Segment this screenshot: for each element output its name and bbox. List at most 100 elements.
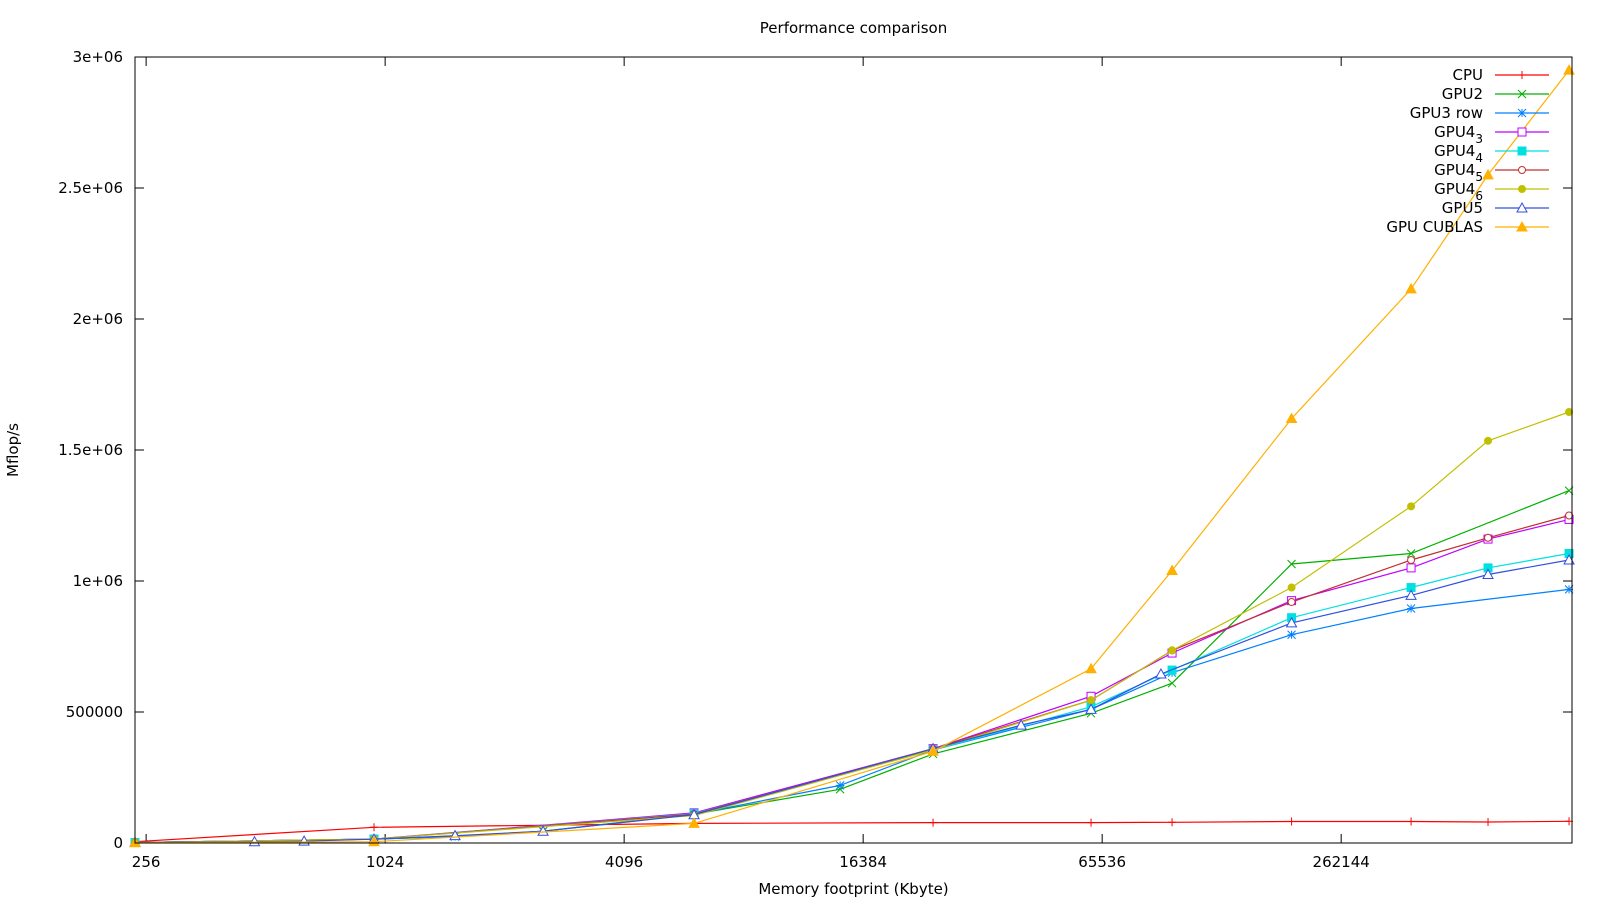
series-4 bbox=[130, 548, 1574, 847]
data-point bbox=[1406, 549, 1416, 558]
data-point bbox=[1287, 583, 1296, 592]
legend-marker bbox=[1518, 166, 1526, 174]
legend-marker bbox=[1516, 220, 1528, 232]
data-point bbox=[1564, 585, 1574, 594]
legend-series-name: GPU2 bbox=[1442, 85, 1483, 103]
x-tick-label: 65536 bbox=[1078, 853, 1126, 871]
data-point bbox=[1484, 533, 1493, 542]
legend-label: GPU CUBLAS bbox=[1386, 218, 1483, 236]
series-line bbox=[134, 588, 1570, 844]
legend-series-name: GPU3 row bbox=[1410, 104, 1483, 122]
data-point bbox=[1285, 616, 1298, 628]
legend-label: GPU45 bbox=[1434, 161, 1483, 184]
data-point bbox=[370, 823, 379, 832]
data-point bbox=[1406, 563, 1416, 573]
y-tick-label: 500000 bbox=[66, 703, 123, 721]
series-line bbox=[134, 514, 1570, 844]
data-point bbox=[1287, 597, 1296, 606]
x-tick-label: 256 bbox=[132, 853, 161, 871]
legend-series-name: CPU bbox=[1453, 66, 1484, 84]
series-3 bbox=[130, 514, 1574, 847]
data-point bbox=[688, 817, 700, 828]
x-axis-label: Memory footprint (Kbyte) bbox=[758, 880, 948, 898]
series-line bbox=[134, 820, 1570, 843]
data-point bbox=[1484, 436, 1493, 445]
plot-frame bbox=[134, 56, 1573, 844]
data-point bbox=[1565, 408, 1574, 417]
legend-label: GPU46 bbox=[1434, 180, 1483, 203]
legend-series-name: GPU4 bbox=[1434, 161, 1475, 179]
data-point bbox=[537, 825, 549, 836]
y-tick-label: 1.5e+06 bbox=[58, 441, 123, 459]
legend-entry: CPU bbox=[1453, 66, 1549, 84]
legend-marker bbox=[1516, 201, 1528, 213]
series-5 bbox=[131, 511, 1574, 847]
legend-entry: GPU5 bbox=[1442, 199, 1549, 217]
series-line bbox=[134, 552, 1570, 844]
data-point bbox=[1407, 556, 1416, 565]
legend-label: GPU5 bbox=[1442, 199, 1483, 217]
legend-entry: GPU45 bbox=[1434, 161, 1549, 184]
data-point bbox=[1287, 559, 1296, 569]
data-point bbox=[835, 781, 845, 790]
y-tick-label: 0 bbox=[113, 834, 123, 852]
data-point bbox=[1405, 282, 1417, 294]
data-point bbox=[1407, 502, 1416, 511]
data-point bbox=[1482, 568, 1494, 579]
legend-series-name: GPU4 bbox=[1434, 142, 1475, 160]
data-point bbox=[927, 745, 939, 756]
legend-series-subscript: 6 bbox=[1475, 189, 1483, 203]
data-point bbox=[1565, 511, 1574, 520]
legend-label: GPU2 bbox=[1442, 85, 1483, 103]
series-line bbox=[134, 490, 1570, 844]
data-point bbox=[1168, 818, 1177, 827]
data-point bbox=[1155, 667, 1167, 679]
series-1 bbox=[130, 486, 1574, 847]
legend-label: GPU3 row bbox=[1410, 104, 1483, 122]
legend-label: GPU43 bbox=[1434, 123, 1483, 146]
data-point bbox=[1563, 64, 1575, 75]
legend-series-name: GPU4 bbox=[1434, 123, 1475, 141]
data-point bbox=[1287, 630, 1296, 640]
legend-entry: GPU43 bbox=[1434, 123, 1549, 146]
series-line bbox=[134, 518, 1570, 844]
series-7 bbox=[129, 554, 1575, 847]
legend-marker bbox=[1518, 71, 1526, 79]
x-tick-label: 16384 bbox=[839, 853, 887, 871]
data-point bbox=[1167, 678, 1177, 688]
legend-marker bbox=[1517, 108, 1527, 118]
data-point bbox=[1287, 817, 1296, 826]
y-tick-label: 2.5e+06 bbox=[58, 179, 123, 197]
data-point bbox=[1407, 817, 1416, 826]
series-8 bbox=[129, 64, 1575, 848]
legend-series-subscript: 4 bbox=[1475, 151, 1483, 165]
legend-series-name: GPU4 bbox=[1434, 180, 1475, 198]
series-2 bbox=[130, 585, 1574, 847]
series-line bbox=[134, 69, 1570, 844]
axis-ticks: 0 500000 1e+06 1.5e+06 2e+06 2.5e+06 3e+06 256 1… bbox=[58, 48, 1572, 871]
data-point bbox=[1015, 719, 1027, 730]
legend-entry: GPU CUBLAS bbox=[1386, 218, 1549, 236]
legend-label: CPU bbox=[1453, 66, 1484, 84]
data-point bbox=[1085, 662, 1097, 674]
legend-entry: GPU2 bbox=[1442, 85, 1549, 103]
data-point bbox=[929, 818, 938, 827]
y-tick-label: 1e+06 bbox=[73, 572, 123, 590]
legend-entry: GPU44 bbox=[1434, 142, 1549, 165]
series-line bbox=[134, 411, 1570, 844]
y-tick-label: 2e+06 bbox=[73, 310, 123, 328]
data-point bbox=[1166, 564, 1178, 576]
legend-marker bbox=[1517, 127, 1527, 137]
legend-label: GPU44 bbox=[1434, 142, 1483, 165]
x-tick-label: 262144 bbox=[1313, 853, 1370, 871]
legend-series-subscript: 3 bbox=[1475, 132, 1483, 146]
legend-series-name: GPU CUBLAS bbox=[1386, 218, 1483, 236]
legend-entry: GPU46 bbox=[1434, 180, 1549, 203]
x-tick-label: 1024 bbox=[366, 853, 404, 871]
series-layer bbox=[129, 64, 1575, 848]
legend-entry: GPU3 row bbox=[1410, 104, 1549, 122]
data-point bbox=[1484, 818, 1493, 827]
legend-marker bbox=[1517, 89, 1527, 99]
